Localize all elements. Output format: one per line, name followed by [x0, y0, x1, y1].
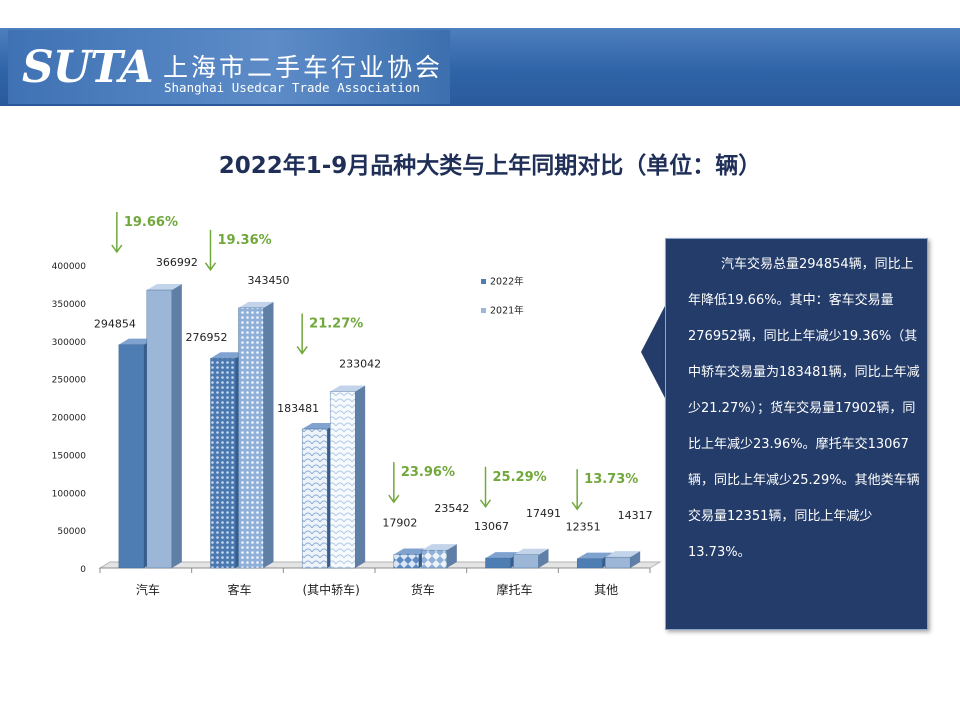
legend-swatch — [481, 279, 486, 284]
org-name-cn: 上海市二手车行业协会 — [163, 53, 444, 82]
bar-front — [393, 554, 420, 569]
value-label-2021: 23542 — [434, 502, 469, 515]
bar-front — [146, 289, 173, 569]
value-label-2021: 343450 — [248, 274, 290, 287]
header-banner: SUTA 上海市二手车行业协会 Shanghai Usedcar Trade A… — [0, 28, 960, 106]
change-label: 13.73% — [584, 472, 638, 487]
callout-text: 汽车交易总量294854辆，同比上年降低19.66%。其中：客车交易量27695… — [688, 257, 920, 560]
y-tick-label: 0 — [80, 565, 86, 575]
x-category-label: 其他 — [594, 583, 618, 597]
bar-top — [577, 552, 613, 559]
bar-front — [329, 391, 356, 569]
bar-top — [210, 352, 246, 359]
bar-2021-2 — [329, 385, 366, 569]
bar-front — [210, 358, 236, 569]
change-label: 23.96% — [401, 465, 455, 480]
bar-2021-4 — [513, 548, 549, 569]
summary-callout: 汽车交易总量294854辆，同比上年降低19.66%。其中：客车交易量27695… — [665, 238, 928, 630]
y-tick-label: 400000 — [52, 262, 87, 272]
value-label-2022: 13067 — [474, 520, 509, 533]
bar-2021-0 — [146, 284, 182, 569]
value-label-2022: 276952 — [186, 331, 228, 344]
bar-top — [146, 284, 182, 291]
x-category-label: 摩托车 — [496, 582, 532, 597]
y-tick-label: 250000 — [52, 376, 87, 386]
legend-label: 2021年 — [490, 305, 524, 317]
down-arrow-icon — [296, 346, 308, 355]
bar-front — [576, 558, 603, 569]
value-label-2022: 183481 — [277, 402, 319, 415]
bar-front — [118, 344, 145, 569]
change-indicator: 25.29% — [479, 466, 547, 509]
x-category-label: (其中轿车) — [302, 582, 359, 597]
legend-label: 2022年 — [490, 276, 524, 288]
value-label-2022: 17902 — [382, 516, 417, 529]
callout-pointer — [641, 304, 666, 400]
bar-side — [355, 385, 366, 568]
bar-side — [263, 301, 274, 568]
bar-top — [513, 548, 549, 555]
chart-floor — [98, 561, 662, 569]
bar-front — [238, 307, 264, 569]
bar-side — [538, 548, 549, 568]
down-arrow-icon — [204, 262, 217, 272]
bar-top — [118, 338, 154, 345]
change-label: 21.27% — [309, 316, 363, 331]
y-tick-label: 200000 — [52, 414, 87, 424]
bar-2021-5 — [604, 551, 641, 569]
association-logo: SUTA 上海市二手车行业协会 Shanghai Usedcar Trade A… — [8, 30, 450, 104]
bar-top — [485, 552, 521, 559]
change-label: 19.66% — [124, 215, 178, 230]
down-arrow-icon — [571, 501, 583, 511]
bar-front — [513, 554, 539, 569]
value-label-2022: 12351 — [566, 521, 601, 534]
change-indicator: 23.96% — [388, 462, 455, 504]
y-tick-label: 100000 — [52, 489, 87, 499]
y-tick-label: 350000 — [52, 300, 87, 310]
logo-mark: SUTA — [22, 42, 154, 93]
bar-front — [301, 428, 328, 569]
value-label-2022: 294854 — [94, 318, 136, 331]
bar-front — [485, 557, 511, 569]
y-tick-label: 50000 — [57, 527, 86, 537]
down-arrow-icon — [111, 244, 123, 254]
bar-side — [446, 544, 457, 568]
bar-side — [630, 551, 641, 568]
bar-top — [605, 551, 641, 558]
x-category-label: 客车 — [227, 582, 251, 597]
bar-2021-1 — [238, 301, 274, 569]
bar-2021-3 — [421, 544, 457, 569]
y-tick-label: 150000 — [52, 451, 87, 461]
change-indicator: 13.73% — [571, 469, 638, 511]
value-label-2021: 14317 — [618, 509, 653, 522]
down-arrow-icon — [388, 494, 400, 504]
down-arrow-icon — [479, 499, 492, 509]
bar-front — [421, 549, 448, 569]
chart-legend: 2022年 2021年 — [481, 276, 524, 317]
value-label-2021: 233042 — [339, 357, 381, 370]
legend-swatch — [481, 308, 486, 313]
change-label: 19.36% — [218, 233, 272, 248]
bar-front — [604, 556, 631, 569]
change-label: 25.29% — [493, 470, 547, 485]
bar-top — [238, 301, 274, 308]
value-label-2021: 17491 — [526, 507, 561, 520]
bar-top — [330, 385, 366, 392]
bar-side — [171, 284, 182, 568]
value-label-2021: 366992 — [156, 256, 198, 269]
page-title: 2022年1-9月品种大类与上年同期对比（单位：辆） — [218, 153, 762, 179]
y-tick-label: 300000 — [52, 338, 87, 348]
change-indicator: 19.36% — [204, 229, 272, 272]
org-name-en: Shanghai Usedcar Trade Association — [164, 80, 420, 95]
bar-top — [393, 548, 429, 555]
change-indicator: 21.27% — [296, 313, 363, 355]
bar-top — [302, 423, 338, 430]
x-category-label: 汽车 — [136, 582, 160, 597]
bar-top — [421, 544, 457, 551]
x-category-label: 货车 — [411, 582, 435, 597]
change-indicator: 19.66% — [111, 212, 178, 254]
